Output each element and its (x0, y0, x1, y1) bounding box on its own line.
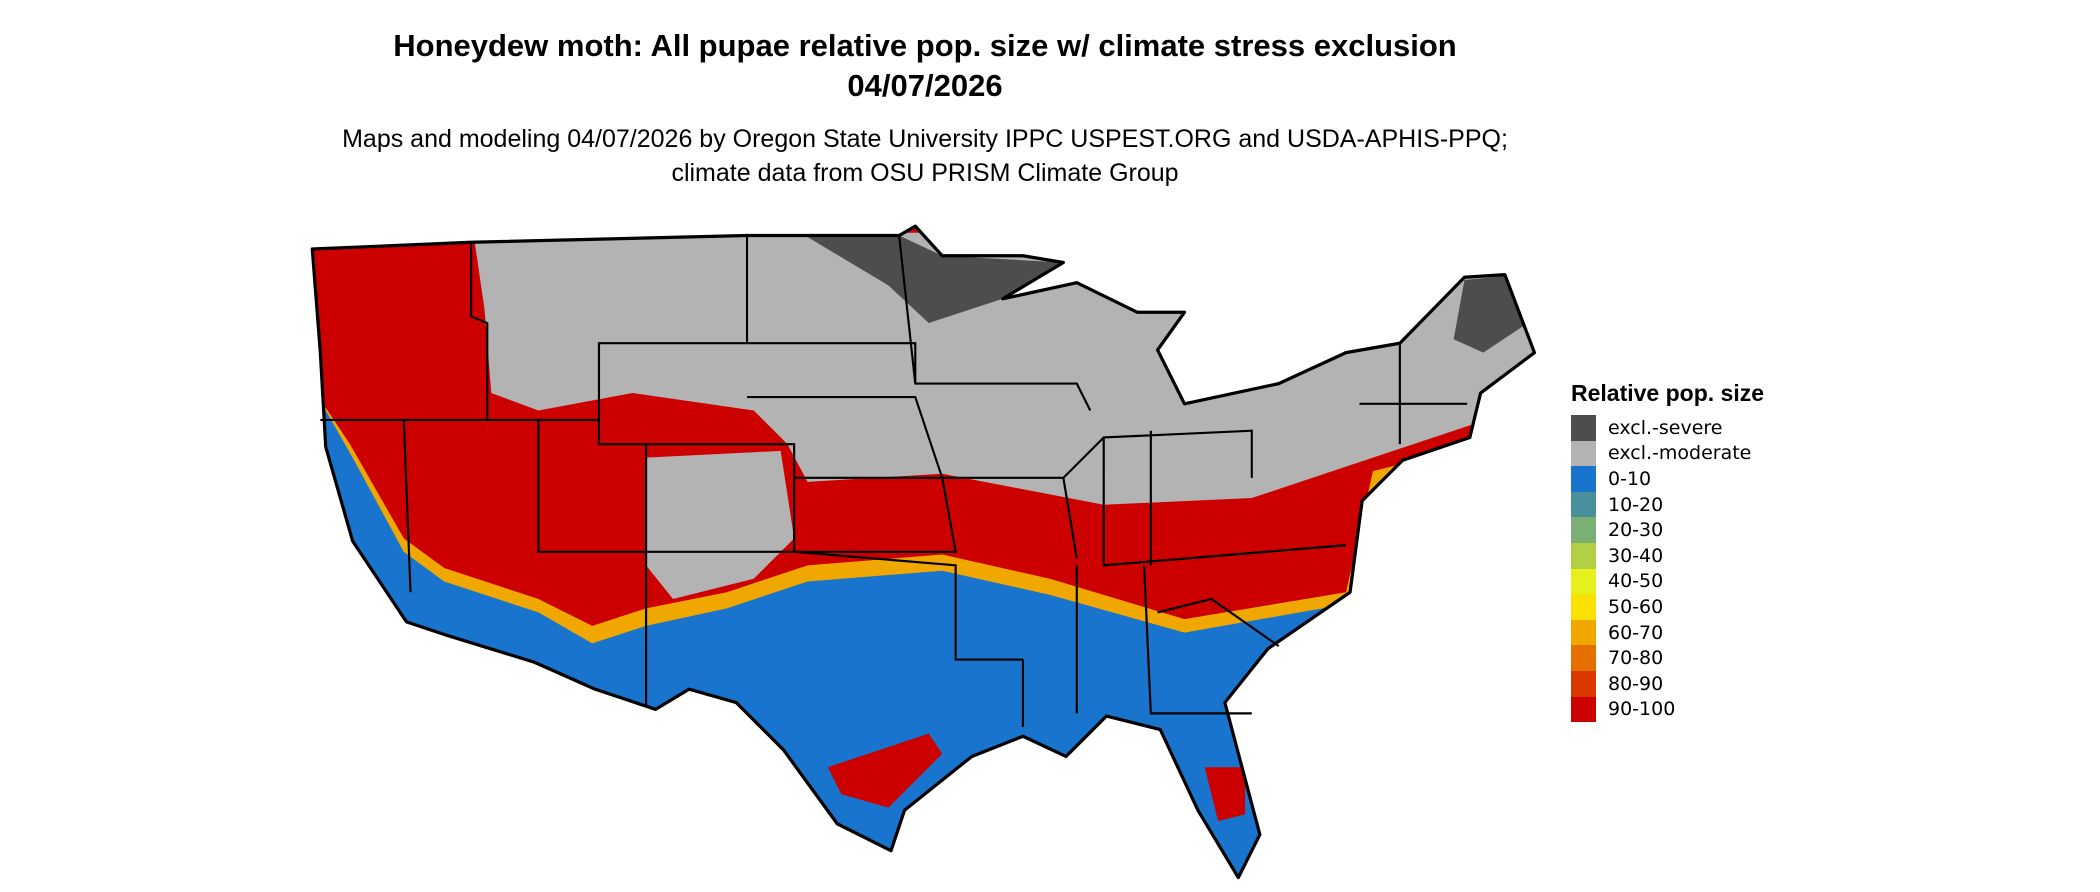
legend-item: excl.-moderate (1571, 440, 1764, 467)
zone-excl-severe-me (1453, 275, 1528, 353)
legend-item: 20-30 (1571, 517, 1764, 543)
legend-label: 20-30 (1608, 519, 1664, 542)
legend-label: 10-20 (1608, 493, 1664, 516)
legend-label: 30-40 (1608, 544, 1664, 567)
legend-swatch (1571, 415, 1596, 441)
zone-excl-severe-mn (804, 235, 1064, 324)
legend-label: 50-60 (1608, 595, 1664, 618)
legend-item: excl.-severe (1571, 415, 1764, 441)
legend-item: 10-20 (1571, 491, 1764, 518)
legend-swatch (1571, 594, 1596, 620)
legend-item: 60-70 (1571, 619, 1764, 646)
legend-label: excl.-severe (1608, 416, 1723, 439)
legend-item: 90-100 (1571, 696, 1764, 723)
legend-item: 40-50 (1571, 568, 1764, 595)
legend-label: 60-70 (1608, 621, 1664, 644)
legend-label: 40-50 (1608, 570, 1664, 593)
legend-label: 70-80 (1608, 647, 1664, 670)
legend-swatch (1571, 568, 1596, 595)
zone-southtx-red (827, 733, 943, 808)
legend-swatch (1571, 491, 1596, 518)
legend-label: 80-90 (1608, 672, 1664, 695)
legend-item: 0-10 (1571, 466, 1764, 492)
legend-swatch (1571, 542, 1596, 569)
us-outline (310, 224, 1537, 880)
legend-swatch (1571, 670, 1596, 697)
legend-swatch (1571, 440, 1596, 467)
legend-title: Relative pop. size (1571, 380, 1765, 406)
legend-label: 90-100 (1608, 698, 1676, 721)
legend-label: excl.-moderate (1608, 442, 1752, 465)
zone-excl-moderate-sw (646, 450, 795, 599)
legend-item: 30-40 (1571, 542, 1764, 569)
map-title: Honeydew moth: All pupae relative pop. s… (393, 28, 1457, 103)
legend-swatch (1571, 619, 1596, 646)
legend-item: 70-80 (1571, 645, 1764, 671)
map-subtitle: Maps and modeling 04/07/2026 by Oregon S… (342, 125, 1508, 187)
legend-swatch (1571, 696, 1596, 723)
legend: Relative pop. size excl.-severe excl.-mod… (1571, 380, 1765, 723)
legend-swatch (1571, 466, 1596, 492)
legend-swatch (1571, 645, 1596, 671)
legend-label: 0-10 (1608, 467, 1652, 490)
state-borders (320, 235, 1468, 727)
legend-item: 80-90 (1571, 670, 1764, 697)
legend-swatch (1571, 517, 1596, 543)
legend-item: 50-60 (1571, 594, 1764, 620)
